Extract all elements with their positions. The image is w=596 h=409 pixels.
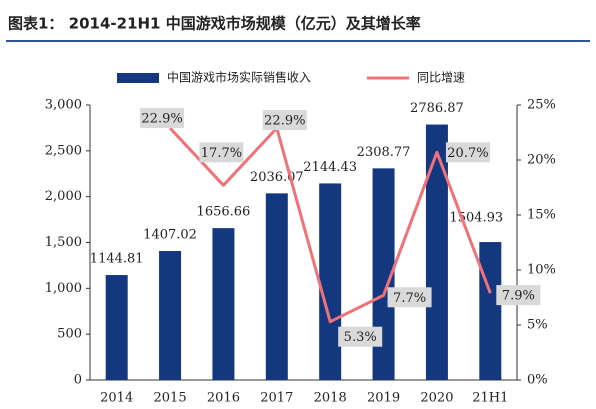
value-label: 20.7% — [447, 146, 488, 161]
y-tick-label: 3,000 — [45, 98, 82, 113]
bar-value-label: 2786.87 — [410, 101, 464, 116]
value-label: 5.3% — [344, 330, 377, 345]
y-tick-label: 0 — [74, 373, 82, 388]
y-tick-label: 1,000 — [45, 281, 82, 296]
bar-value-label: 1656.66 — [197, 205, 251, 220]
value-label-box — [387, 287, 432, 308]
x-tick-label: 21H1 — [472, 391, 508, 406]
bar — [425, 124, 448, 380]
legend-label: 同比增速 — [417, 71, 465, 85]
y2-tick-label: 20% — [527, 153, 556, 168]
y2-tick-label: 15% — [527, 208, 556, 223]
value-label-box — [445, 142, 490, 163]
legend-label: 中国游戏市场实际销售收入 — [167, 70, 311, 85]
x-tick-label: 2018 — [314, 391, 347, 406]
bar — [159, 251, 182, 380]
bar — [479, 242, 502, 380]
x-tick-label: 2015 — [154, 391, 187, 406]
y2-tick-label: 0% — [527, 373, 548, 388]
y2-tick-label: 5% — [527, 318, 548, 333]
x-tick-label: 2017 — [260, 391, 293, 406]
value-label-box — [496, 285, 541, 306]
x-tick-label: 2016 — [207, 391, 240, 406]
legend-swatch — [117, 73, 159, 83]
y2-tick-label: 25% — [527, 98, 556, 113]
value-label: 7.7% — [393, 291, 426, 306]
bar-value-label: 2036.07 — [250, 170, 304, 185]
bar — [319, 183, 342, 380]
value-label: 22.9% — [141, 112, 182, 127]
bar — [105, 275, 128, 380]
chart-title: 图表1： 2014-21H1 中国游戏市场规模（亿元）及其增长率 — [8, 15, 421, 33]
bar-value-label: 2308.77 — [357, 145, 411, 160]
line — [168, 126, 492, 324]
y2-tick-label: 10% — [527, 263, 556, 278]
y-tick-label: 2,000 — [45, 189, 82, 204]
bar-value-label: 1144.81 — [90, 252, 144, 267]
x-tick-label: 2019 — [367, 391, 400, 406]
x-tick-label: 2020 — [420, 391, 453, 406]
bar — [265, 193, 288, 380]
value-label: 22.9% — [264, 114, 305, 129]
value-label-box — [140, 108, 185, 129]
bar — [212, 228, 235, 380]
value-label: 7.9% — [502, 289, 535, 304]
x-tick-label: 2014 — [100, 391, 133, 406]
value-label-box — [338, 326, 383, 347]
bar-value-label: 1504.93 — [449, 211, 503, 226]
y-tick-label: 500 — [57, 327, 82, 342]
value-label: 17.7% — [201, 146, 242, 161]
value-label-box — [199, 142, 244, 163]
y-tick-label: 1,500 — [45, 235, 82, 250]
bar-value-label: 2144.43 — [303, 160, 357, 175]
y-tick-label: 2,500 — [45, 143, 82, 158]
value-label-box — [262, 110, 307, 131]
bar-value-label: 1407.02 — [143, 228, 197, 243]
